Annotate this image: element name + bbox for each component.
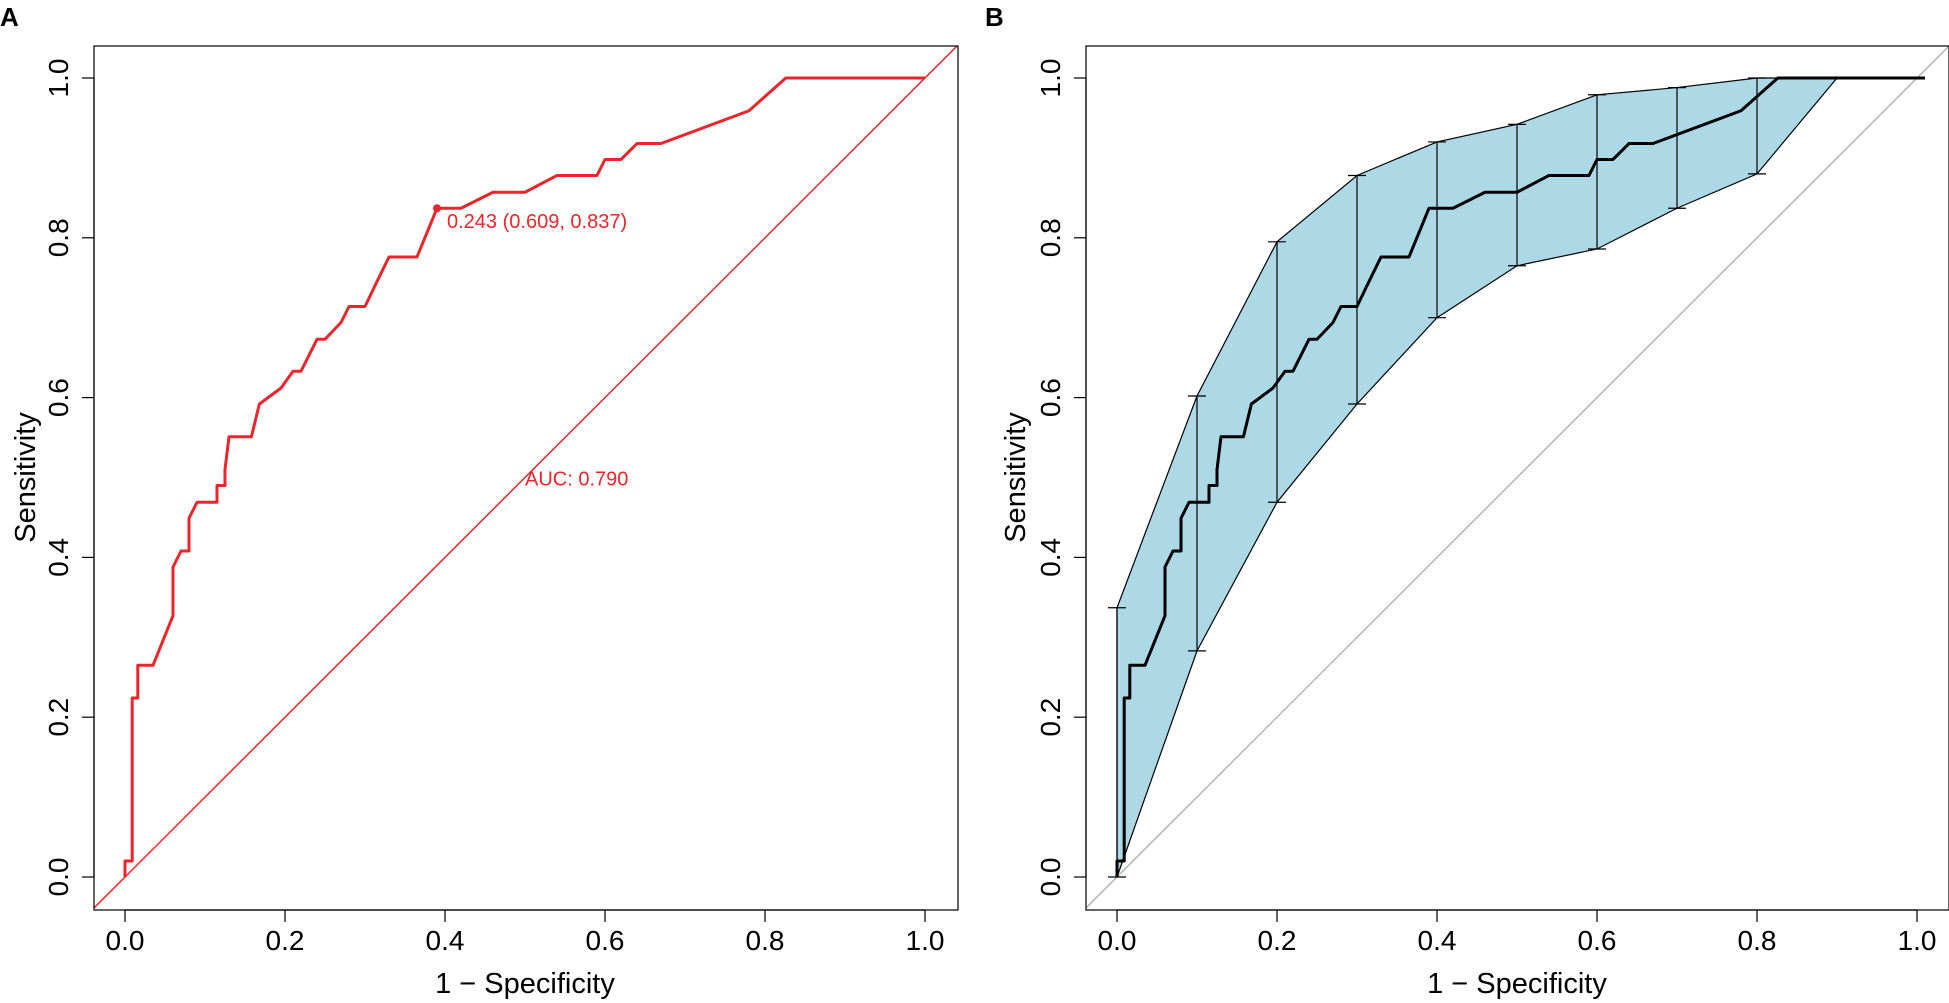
- panel-b-y-axis: 0.0 0.2 0.4 0.6 0.8 1.0 Sensitivity: [1000, 59, 1087, 897]
- panel-a-threshold-label: 0.243 (0.609, 0.837): [447, 211, 627, 233]
- panel-a-x-tick-label: 0.8: [746, 925, 785, 956]
- panel-a-x-axis-label: 1 − Specificity: [435, 968, 615, 1000]
- panel-a-letter: A: [0, 2, 19, 32]
- panel-b-confidence-band: [1116, 77, 1839, 878]
- panel-a-x-tick-label: 1.0: [906, 925, 945, 956]
- panel-a-x-tick-label: 0.6: [586, 925, 625, 956]
- panel-a-x-tick-label: 0.4: [426, 925, 465, 956]
- panel-b-x-tick-label: 0.0: [1098, 925, 1137, 956]
- panel-b-plot-area: [1086, 46, 1949, 909]
- panel-b-y-axis-label: Sensitivity: [1000, 412, 1032, 543]
- panel-b-letter: B: [985, 2, 1004, 32]
- panel-a-x-tick-label: 0.2: [266, 925, 305, 956]
- panel-a-plot-area: [94, 46, 958, 910]
- panel-a-y-tick-label: 1.0: [43, 59, 74, 98]
- panel-b-error-bar: [1748, 77, 1766, 175]
- panel-a-y-tick-label: 0.4: [43, 538, 74, 577]
- panel-b-x-axis: 0.0 0.2 0.4 0.6 0.8 1.0 1 − Specificity: [1098, 909, 1937, 1000]
- panel-b-x-tick-label: 0.6: [1578, 925, 1617, 956]
- panel-b-y-tick-label: 0.2: [1035, 698, 1066, 737]
- panel-b-reference-diagonal: [1086, 46, 1949, 909]
- panel-a-reference-diagonal: [94, 46, 958, 910]
- panel-b-error-bar: [1508, 123, 1526, 267]
- panel-b-x-tick-label: 1.0: [1898, 925, 1937, 956]
- panel-a-y-tick-label: 0.0: [43, 858, 74, 897]
- panel-b-x-tick-label: 0.2: [1258, 925, 1297, 956]
- panel-b-y-tick-label: 0.0: [1035, 858, 1066, 897]
- panel-b-y-tick-label: 0.6: [1035, 378, 1066, 417]
- panel-b-x-tick-label: 0.8: [1738, 925, 1777, 956]
- panel-a-auc-label: AUC: 0.790: [525, 468, 628, 490]
- panel-b-error-bar: [1588, 94, 1606, 250]
- panel-a-y-tick-label: 0.2: [43, 698, 74, 737]
- panel-b-error-bar: [1188, 395, 1206, 652]
- panel-a-threshold-point: [433, 204, 441, 213]
- panel-b-y-tick-label: 1.0: [1035, 59, 1066, 98]
- panel-b-x-tick-label: 0.4: [1418, 925, 1457, 956]
- panel-b-y-tick-label: 0.8: [1035, 218, 1066, 257]
- panel-a-x-tick-label: 0.0: [106, 925, 145, 956]
- panel-b-error-bar: [1268, 241, 1286, 503]
- panel-b-y-tick-label: 0.4: [1035, 538, 1066, 577]
- panel-b: 0.0 0.2 0.4 0.6 0.8 1.01 − Specificity0.00.20…: [985, 2, 1949, 1000]
- panel-a-y-tick-label: 0.8: [43, 218, 74, 257]
- panel-a-x-axis: 0.0 0.2 0.4 0.6 0.8 1.0 1 − Specificity: [106, 909, 945, 1000]
- panel-b-error-bar: [1348, 174, 1366, 405]
- panel-a-y-axis: 0.0 0.2 0.4 0.6 0.8 1.0 Sensitivity: [10, 59, 95, 897]
- panel-a-roc-curve: [123, 76, 925, 877]
- panel-a-y-tick-label: 0.6: [43, 378, 74, 417]
- panel-b-x-axis-label: 1 − Specificity: [1427, 968, 1607, 1000]
- panel-b-error-bar: [1668, 86, 1686, 209]
- panel-b-error-bar: [1428, 141, 1446, 319]
- panel-a-y-axis-label: Sensitivity: [10, 412, 42, 543]
- panel-b-roc-curve: [1115, 76, 1925, 877]
